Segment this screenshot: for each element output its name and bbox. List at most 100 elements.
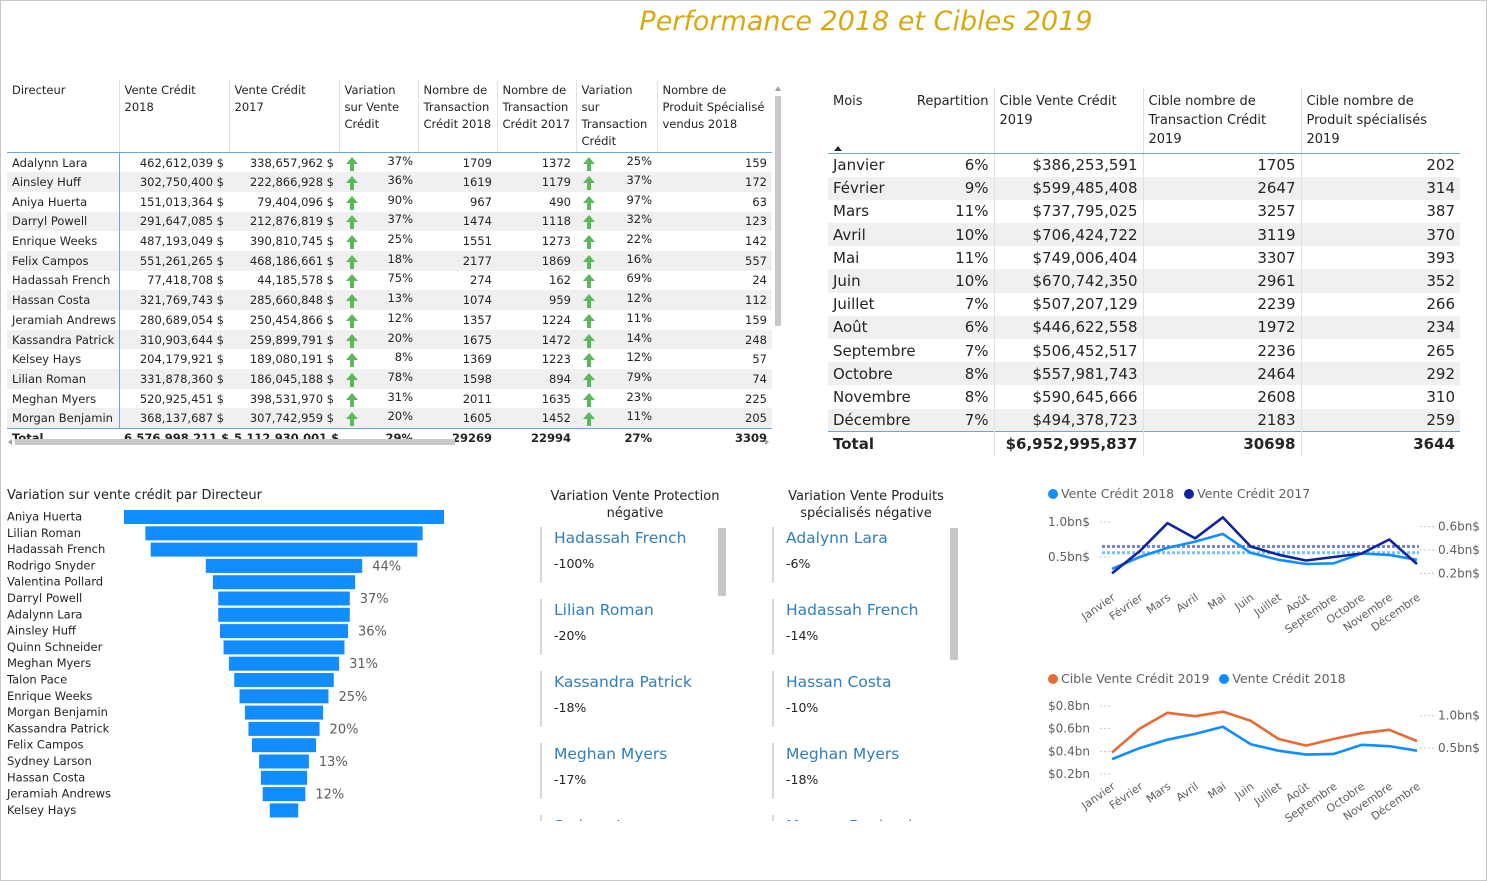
- cell-text: 398,531,970 $: [249, 391, 334, 406]
- table-row[interactable]: Ainsley Huff 302,750,400 $ 222,866,928 $ 36…: [7, 172, 772, 192]
- series-line[interactable]: [1111, 516, 1418, 575]
- table-row[interactable]: Enrique Weeks 487,193,049 $ 390,810,745 $ 2…: [7, 231, 772, 251]
- funnel-bar[interactable]: [220, 624, 348, 639]
- funnel-bar[interactable]: [228, 656, 340, 671]
- column-header[interactable]: Cible nombre de Transaction Crédit 2019: [1142, 88, 1301, 154]
- table-row[interactable]: Felix Campos 551,261,265 $ 468,186,661 $ 18…: [7, 250, 772, 271]
- funnel-bar[interactable]: [223, 640, 345, 655]
- directors-table[interactable]: Directeur Vente Crédit 2018 Vente Crédit 2…: [7, 80, 772, 448]
- table-row[interactable]: Juin 10% $670,742,350 2961 352: [828, 269, 1460, 293]
- right-axis-tick: 0.5bn$: [1438, 741, 1480, 755]
- column-header[interactable]: Vente Crédit 2017: [228, 80, 339, 153]
- legend-item-2017[interactable]: Vente Crédit 2017: [1184, 486, 1310, 501]
- table-row[interactable]: Kelsey Hays 204,179,921 $ 189,080,191 $ 8% 1…: [7, 349, 772, 370]
- table-row[interactable]: Juillet 7% $507,207,129 2239 266: [828, 292, 1460, 316]
- products-card-list[interactable]: Adalynn Lara -6% Hadassah French -14% Hassan…: [772, 527, 952, 821]
- table-row[interactable]: Mai 11% $749,006,404 3307 393: [828, 246, 1460, 270]
- funnel-bar[interactable]: [205, 558, 363, 573]
- funnel-bar[interactable]: [150, 542, 418, 557]
- table-row[interactable]: Meghan Myers 520,925,451 $ 398,531,970 $ 31…: [7, 388, 772, 409]
- funnel-bar[interactable]: [269, 803, 299, 818]
- table-row[interactable]: Octobre 8% $557,981,743 2464 292: [828, 362, 1460, 386]
- table-row[interactable]: Janvier 6% $386,253,591 1705 202: [828, 153, 1460, 177]
- funnel-bar[interactable]: [124, 510, 444, 524]
- targets-table[interactable]: Mois Repartition Cible Vente Crédit 2019 Ci…: [828, 88, 1460, 456]
- funnel-bar[interactable]: [260, 770, 308, 785]
- card-item[interactable]: Morgan Benjamin: [772, 815, 952, 821]
- column-header[interactable]: Nombre de Transaction Crédit 2018: [417, 80, 497, 153]
- card-item[interactable]: Hadassah French -100%: [540, 527, 720, 583]
- left-axis-tick: $0.4bn: [1048, 744, 1090, 758]
- legend-item-2018[interactable]: Vente Crédit 2018: [1048, 486, 1174, 501]
- funnel-bar[interactable]: [234, 673, 334, 687]
- funnel-bar[interactable]: [248, 721, 320, 736]
- table-cell: Morgan Benjamin: [7, 408, 120, 429]
- protection-card-list[interactable]: Hadassah French -100% Lilian Roman -20% Kass…: [540, 527, 720, 821]
- card-item[interactable]: Sydney Larson: [540, 815, 720, 821]
- cell-text: 967: [470, 194, 492, 209]
- table-row[interactable]: Avril 10% $706,424,722 3119 370: [828, 223, 1460, 247]
- table-row[interactable]: Darryl Powell 291,647,085 $ 212,876,819 $ 3…: [7, 211, 772, 232]
- card-item[interactable]: Kassandra Patrick -18%: [540, 671, 720, 727]
- column-header[interactable]: Repartition: [911, 88, 994, 154]
- column-header[interactable]: Nombre de Produit Spécialisé vendus 2018: [656, 80, 772, 153]
- sort-ascending-icon[interactable]: [834, 146, 842, 151]
- table-row[interactable]: Kassandra Patrick 310,903,644 $ 259,899,79…: [7, 329, 772, 350]
- table-row[interactable]: Morgan Benjamin 368,137,687 $ 307,742,959 …: [7, 408, 772, 429]
- funnel-bar[interactable]: [239, 689, 329, 704]
- table-row[interactable]: Mars 11% $737,795,025 3257 387: [828, 199, 1460, 224]
- funnel-bar[interactable]: [212, 575, 356, 590]
- right-axis-tick: 1.0bn$: [1438, 709, 1480, 723]
- column-header[interactable]: Variation sur Vente Crédit: [338, 80, 418, 153]
- funnel-bar[interactable]: [262, 787, 306, 802]
- card-item[interactable]: Hadassah French -14%: [772, 599, 952, 655]
- table-row[interactable]: Novembre 8% $590,645,666 2608 310: [828, 385, 1460, 409]
- vertical-scrollbar[interactable]: [773, 80, 783, 440]
- funnel-bar[interactable]: [259, 754, 309, 769]
- table-row[interactable]: Hadassah French 77,418,708 $ 44,185,578 $ 7…: [7, 270, 772, 291]
- card-item[interactable]: Adalynn Lara -6%: [772, 527, 952, 583]
- column-header[interactable]: Mois: [828, 88, 911, 154]
- funnel-bar[interactable]: [145, 526, 423, 541]
- legend-item-target-2019[interactable]: Cible Vente Crédit 2019: [1048, 671, 1209, 686]
- table-row[interactable]: Aniya Huerta 151,013,364 $ 79,404,096 $ 90%…: [7, 191, 772, 212]
- table-cell: 1273: [497, 231, 576, 251]
- table-row[interactable]: Février 9% $599,485,408 2647 314: [828, 176, 1460, 200]
- column-header[interactable]: Cible Vente Crédit 2019: [993, 88, 1143, 154]
- horizontal-scrollbar[interactable]: [7, 437, 772, 447]
- table-cell: 20%: [339, 408, 418, 429]
- column-header[interactable]: Vente Crédit 2018: [118, 80, 229, 153]
- card-item[interactable]: Meghan Myers -18%: [772, 743, 952, 799]
- table-row[interactable]: Lilian Roman 331,878,360 $ 186,045,188 $ 78…: [7, 369, 772, 389]
- products-card-scrollbar[interactable]: [950, 528, 958, 660]
- table-row[interactable]: Août 6% $446,622,558 1972 234: [828, 315, 1460, 339]
- table-row[interactable]: Jeramiah Andrews 280,689,054 $ 250,454,866…: [7, 310, 772, 330]
- column-header[interactable]: Cible nombre de Produit spécialisés 2019: [1300, 88, 1460, 154]
- cell-text: 302,750,400 $: [139, 175, 224, 190]
- column-header[interactable]: Variation sur Transaction Crédit: [575, 80, 657, 153]
- column-header[interactable]: Nombre de Transaction Crédit 2017: [496, 80, 576, 153]
- header-label: Repartition: [916, 94, 989, 109]
- table-row[interactable]: Hassan Costa 321,769,743 $ 285,660,848 $ 13…: [7, 290, 772, 310]
- funnel-bar[interactable]: [218, 607, 350, 622]
- card-item[interactable]: Lilian Roman -20%: [540, 599, 720, 655]
- protection-card-scrollbar[interactable]: [718, 528, 726, 596]
- table-row[interactable]: Adalynn Lara 462,612,039 $ 338,657,962 $ 37…: [7, 152, 772, 173]
- legend-item-sales-2018[interactable]: Vente Crédit 2018: [1219, 671, 1346, 686]
- funnel-category-label: Valentina Pollard: [7, 575, 103, 589]
- funnel-bar[interactable]: [218, 591, 350, 606]
- card-item[interactable]: Meghan Myers -17%: [540, 743, 720, 799]
- column-header[interactable]: Directeur: [7, 80, 119, 153]
- funnel-bar[interactable]: [244, 705, 324, 720]
- card-item[interactable]: Hassan Costa -10%: [772, 671, 952, 727]
- cell-text: 57: [752, 352, 767, 367]
- series-line[interactable]: [1111, 710, 1418, 754]
- cell-text: 1635: [541, 391, 571, 406]
- table-row[interactable]: Décembre 7% $494,378,723 2183 259: [828, 408, 1460, 432]
- table-row[interactable]: Septembre 7% $506,452,517 2236 265: [828, 339, 1460, 363]
- series-line[interactable]: [1111, 532, 1418, 571]
- series-line[interactable]: [1111, 725, 1418, 761]
- table-cell: 222,866,928 $: [229, 172, 339, 192]
- legend-label: Cible Vente Crédit 2019: [1061, 671, 1210, 686]
- funnel-bar[interactable]: [252, 738, 316, 753]
